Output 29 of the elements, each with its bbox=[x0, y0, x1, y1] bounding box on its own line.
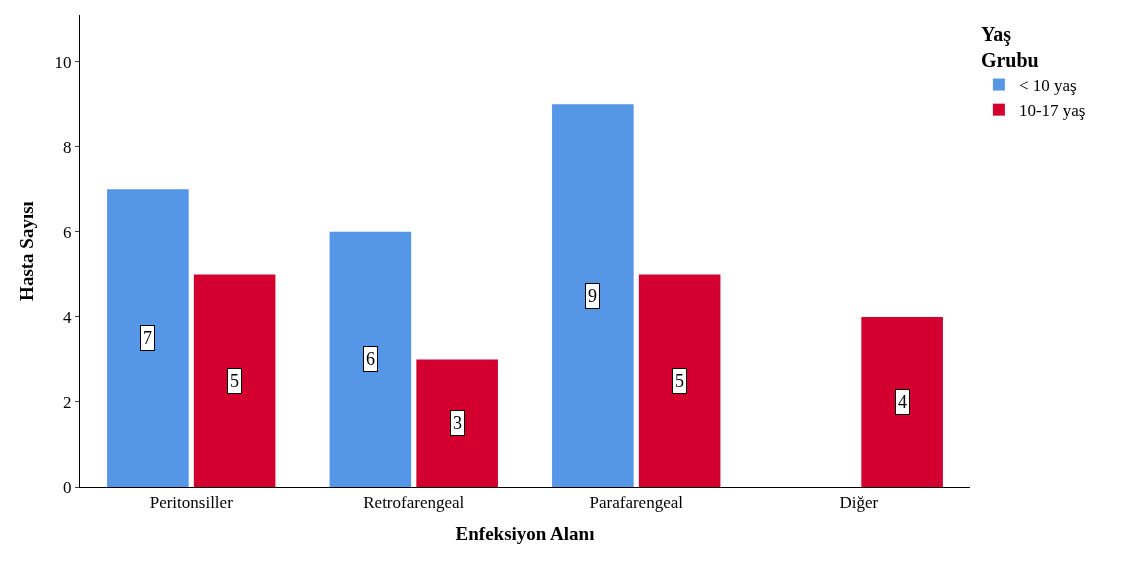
y-axis-title: Hasta Sayısı bbox=[16, 201, 38, 301]
y-tick-label: 2 bbox=[63, 392, 72, 412]
data-label: 7 bbox=[143, 328, 152, 348]
bar bbox=[329, 231, 412, 487]
data-label: 5 bbox=[675, 371, 684, 391]
data-label: 5 bbox=[230, 371, 239, 391]
x-tick-label: Peritonsiller bbox=[149, 493, 234, 513]
x-axis-title: Enfeksiyon Alanı bbox=[455, 523, 595, 545]
y-tick-label: 10 bbox=[54, 52, 72, 72]
bar bbox=[107, 189, 189, 487]
bar bbox=[416, 359, 498, 487]
x-tick-label: Retrofarengeal bbox=[363, 493, 465, 513]
legend-label: 10-17 yaş bbox=[1018, 101, 1086, 121]
bar bbox=[861, 316, 943, 487]
y-tick-label: 8 bbox=[63, 137, 72, 157]
bar bbox=[638, 274, 721, 487]
y-tick-label: 0 bbox=[63, 477, 72, 497]
data-label: 4 bbox=[898, 392, 907, 412]
data-label: 3 bbox=[453, 413, 462, 433]
bar bbox=[193, 274, 276, 487]
x-tick-label: Diğer bbox=[839, 493, 879, 513]
x-tick-label: Parafarengeal bbox=[589, 493, 684, 513]
data-label: 9 bbox=[588, 286, 597, 306]
legend-label: < 10 yaş bbox=[1018, 76, 1077, 96]
data-label: 6 bbox=[366, 349, 375, 369]
y-tick-label: 4 bbox=[63, 307, 73, 327]
y-tick-label: 6 bbox=[63, 222, 72, 242]
bar bbox=[552, 104, 634, 487]
legend-title: Yaş Grubu bbox=[980, 23, 1039, 71]
